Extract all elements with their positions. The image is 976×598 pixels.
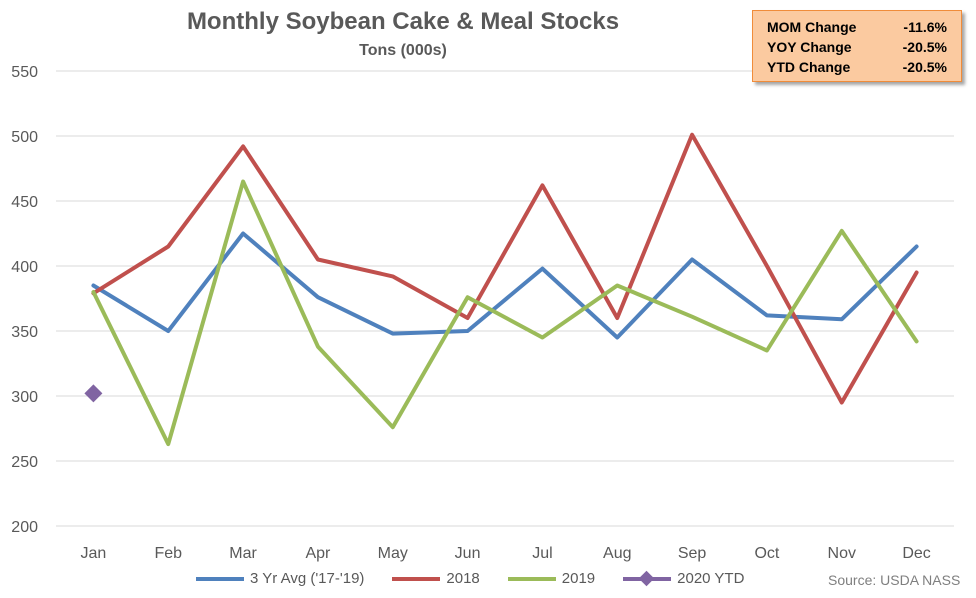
stat-label: MOM Change [767, 19, 857, 35]
x-tick-label: Apr [305, 545, 331, 562]
y-tick-label: 400 [11, 259, 38, 276]
x-tick-label: Jul [532, 545, 552, 562]
stat-value: -11.6% [903, 19, 947, 35]
stat-label: YOY Change [767, 39, 852, 55]
y-tick-label: 550 [11, 64, 38, 81]
x-tick-label: Jun [455, 545, 481, 562]
chart-title: Monthly Soybean Cake & Meal Stocks [186, 8, 620, 35]
y-tick-label: 250 [11, 454, 38, 471]
legend-item-2018: 2018 [392, 570, 480, 587]
legend-label: 2019 [561, 570, 596, 587]
source-note: Source: USDA NASS [828, 572, 961, 588]
series-line [91, 179, 919, 447]
y-tick-label: 450 [11, 194, 38, 211]
y-tick-label: 500 [11, 129, 38, 146]
legend-label: 3 Yr Avg ('17-'19) [250, 570, 365, 587]
legend-swatch [623, 570, 672, 586]
stat-value: -20.5% [902, 59, 947, 75]
series-line [91, 231, 919, 340]
x-tick-label: Jan [81, 545, 107, 562]
x-tick-label: May [378, 545, 408, 562]
legend-swatch [196, 576, 244, 581]
stat-row-ytd: YTD Change -20.5% [767, 57, 947, 77]
y-tick-label: 200 [11, 519, 38, 536]
chart-legend: 3 Yr Avg ('17-'19) 2018 2019 2020 YTD [196, 570, 772, 587]
stat-label: YTD Change [767, 59, 851, 75]
legend-item-2020-ytd: 2020 YTD [623, 570, 744, 587]
y-tick-label: 300 [11, 389, 38, 406]
stat-row-mom: MOM Change -11.6% [767, 17, 947, 37]
legend-label: 2018 [446, 570, 480, 587]
y-tick-label: 350 [11, 324, 38, 341]
data-point-marker [84, 384, 103, 403]
stat-row-yoy: YOY Change -20.5% [767, 37, 947, 57]
x-tick-label: Dec [902, 545, 930, 562]
series-line [91, 132, 919, 405]
chart-subtitle: Tons (000s) [359, 42, 447, 59]
legend-swatch [392, 576, 441, 581]
x-tick-label: Mar [229, 545, 257, 562]
x-tick-label: Aug [603, 545, 631, 562]
x-tick-label: Sep [678, 545, 707, 562]
x-tick-label: Feb [154, 545, 182, 562]
legend-label: 2020 YTD [677, 570, 745, 587]
x-tick-label: Nov [828, 545, 856, 562]
legend-swatch [507, 576, 556, 581]
legend-item-2019: 2019 [507, 570, 596, 587]
legend-item-3yr-avg: 3 Yr Avg ('17-'19) [196, 570, 364, 587]
diamond-marker-icon [638, 570, 655, 586]
x-tick-label: Oct [754, 545, 779, 562]
stat-value: -20.5% [902, 39, 947, 55]
stats-box: MOM Change -11.6% YOY Change -20.5% YTD … [752, 10, 962, 82]
